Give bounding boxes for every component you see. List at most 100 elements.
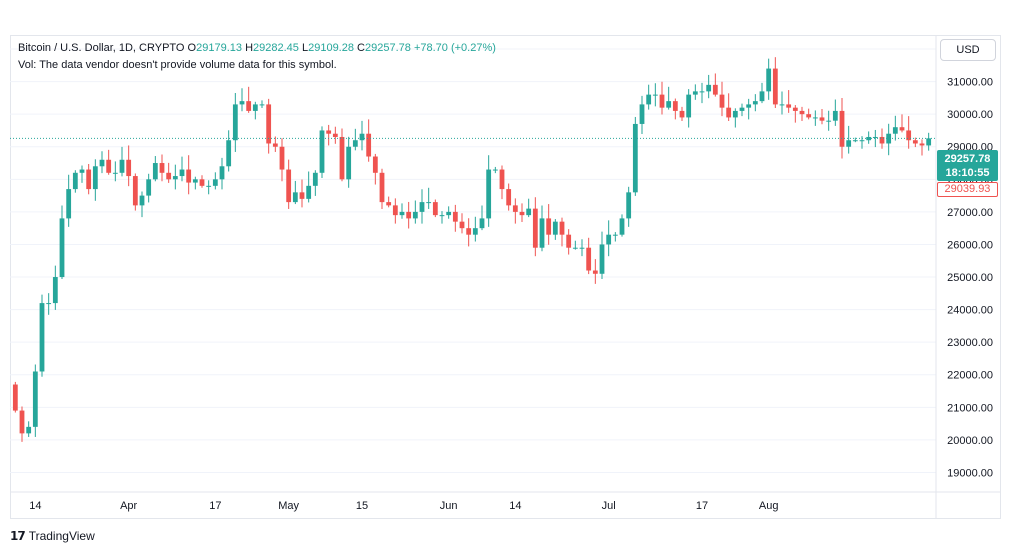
candle[interactable] xyxy=(280,138,285,181)
candle[interactable] xyxy=(713,73,718,96)
candle[interactable] xyxy=(833,100,838,126)
candle[interactable] xyxy=(726,93,731,121)
candle[interactable] xyxy=(40,295,45,377)
tradingview-branding[interactable]: 𝟭𝟳 TradingView xyxy=(10,529,95,543)
candle[interactable] xyxy=(246,87,251,113)
candle[interactable] xyxy=(493,167,498,173)
candle[interactable] xyxy=(206,180,211,194)
candle[interactable] xyxy=(766,59,771,100)
candle[interactable] xyxy=(640,96,645,134)
candle[interactable] xyxy=(293,181,298,204)
symbol-title[interactable]: Bitcoin / U.S. Dollar, 1D, CRYPTO xyxy=(18,42,184,54)
candle[interactable] xyxy=(60,206,65,279)
candle[interactable] xyxy=(33,364,38,436)
candle[interactable] xyxy=(680,107,685,121)
candle[interactable] xyxy=(673,99,678,120)
candle[interactable] xyxy=(573,241,578,250)
candle[interactable] xyxy=(300,179,305,207)
candle[interactable] xyxy=(146,174,151,203)
candle[interactable] xyxy=(166,163,171,183)
candle[interactable] xyxy=(360,121,365,150)
candle[interactable] xyxy=(720,82,725,116)
candle[interactable] xyxy=(240,88,245,111)
candle[interactable] xyxy=(513,198,518,223)
candle[interactable] xyxy=(600,232,605,279)
candle[interactable] xyxy=(233,93,238,152)
candle[interactable] xyxy=(553,219,558,240)
candle[interactable] xyxy=(446,206,451,218)
candle[interactable] xyxy=(400,203,405,218)
candle[interactable] xyxy=(213,172,218,189)
candle[interactable] xyxy=(53,266,58,310)
candle[interactable] xyxy=(700,83,705,103)
candle[interactable] xyxy=(126,145,131,186)
candle[interactable] xyxy=(346,137,351,188)
candle[interactable] xyxy=(586,238,591,274)
candle[interactable] xyxy=(86,164,91,194)
candle[interactable] xyxy=(93,159,98,201)
candle[interactable] xyxy=(846,126,851,154)
candle[interactable] xyxy=(313,170,318,196)
candle[interactable] xyxy=(706,75,711,98)
candle[interactable] xyxy=(813,110,818,125)
candle[interactable] xyxy=(526,199,531,217)
candle[interactable] xyxy=(746,99,751,120)
candle[interactable] xyxy=(386,197,391,208)
candle[interactable] xyxy=(260,100,265,108)
candle[interactable] xyxy=(140,192,145,218)
candle[interactable] xyxy=(466,218,471,246)
candle[interactable] xyxy=(380,169,385,209)
candle[interactable] xyxy=(440,211,445,224)
candle[interactable] xyxy=(133,173,138,210)
candle[interactable] xyxy=(226,130,231,171)
candle[interactable] xyxy=(120,147,125,176)
candle[interactable] xyxy=(900,114,905,132)
candle[interactable] xyxy=(653,83,658,106)
candle[interactable] xyxy=(406,202,411,229)
candle[interactable] xyxy=(666,87,671,110)
candle[interactable] xyxy=(80,165,85,182)
candle[interactable] xyxy=(453,205,458,232)
candle[interactable] xyxy=(520,203,525,222)
candle[interactable] xyxy=(200,175,205,188)
candle[interactable] xyxy=(100,151,105,173)
candle[interactable] xyxy=(780,92,785,115)
candle[interactable] xyxy=(326,125,331,146)
candle[interactable] xyxy=(693,84,698,99)
candle[interactable] xyxy=(373,154,378,185)
candle[interactable] xyxy=(733,108,738,127)
candle[interactable] xyxy=(473,217,478,242)
candle[interactable] xyxy=(66,175,71,227)
candle[interactable] xyxy=(893,116,898,141)
candle[interactable] xyxy=(366,119,371,161)
candle[interactable] xyxy=(906,116,911,149)
candle[interactable] xyxy=(500,165,505,199)
candle[interactable] xyxy=(540,206,545,252)
candle[interactable] xyxy=(320,126,325,178)
candle[interactable] xyxy=(646,85,651,110)
candle[interactable] xyxy=(420,189,425,223)
candle[interactable] xyxy=(186,155,191,194)
candle[interactable] xyxy=(73,170,78,192)
candle[interactable] xyxy=(920,139,925,155)
candle[interactable] xyxy=(533,197,538,256)
candle[interactable] xyxy=(613,232,618,241)
candle[interactable] xyxy=(46,293,51,315)
candle[interactable] xyxy=(160,155,165,182)
candle[interactable] xyxy=(460,213,465,233)
candle[interactable] xyxy=(786,90,791,113)
candle[interactable] xyxy=(433,200,438,218)
candle[interactable] xyxy=(393,198,398,223)
candle[interactable] xyxy=(913,138,918,147)
candle[interactable] xyxy=(220,158,225,190)
candle[interactable] xyxy=(620,214,625,236)
candle[interactable] xyxy=(113,161,118,181)
candle[interactable] xyxy=(886,124,891,155)
candle[interactable] xyxy=(626,187,631,227)
candle[interactable] xyxy=(506,184,511,211)
candle[interactable] xyxy=(106,150,111,175)
candle[interactable] xyxy=(193,177,198,190)
candle[interactable] xyxy=(153,156,158,181)
candle[interactable] xyxy=(566,229,571,254)
candle[interactable] xyxy=(333,127,338,144)
